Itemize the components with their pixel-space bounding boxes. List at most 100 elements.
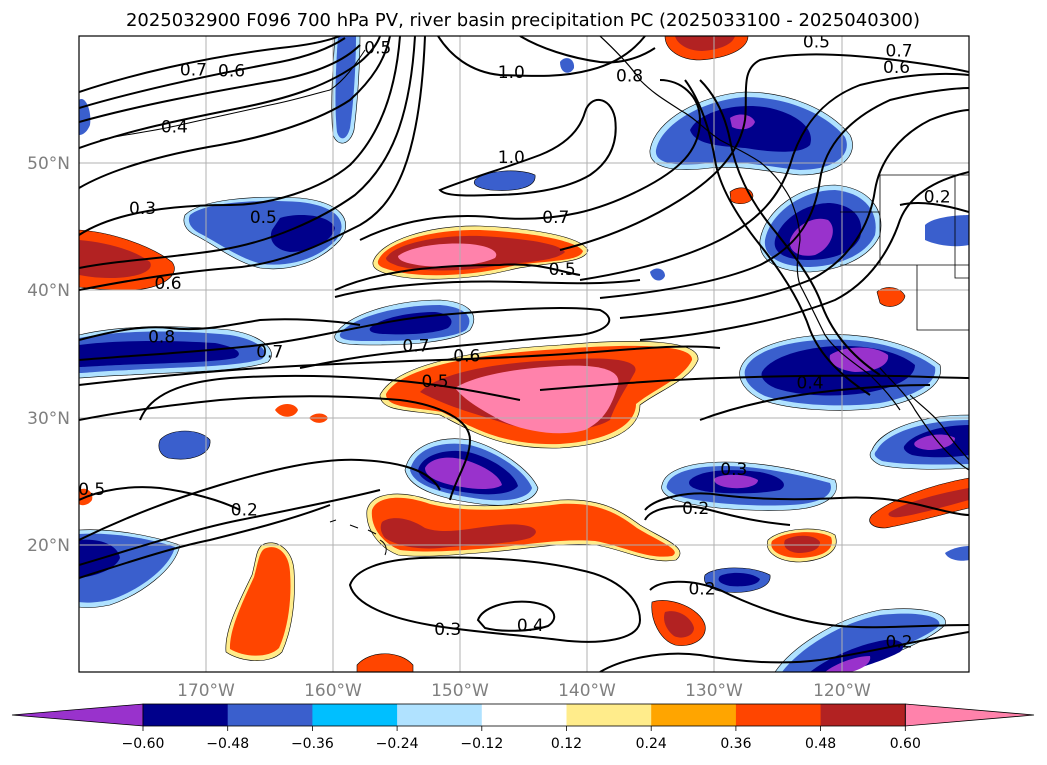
- contour-label: 0.2: [231, 500, 258, 520]
- pv-contour-0.7-west: [79, 36, 426, 291]
- pv-contour-0.8-north: [519, 36, 656, 64]
- colorbar-cell: [227, 704, 313, 726]
- state-borders: [840, 174, 969, 331]
- colorbar-tick-label: 0.60: [890, 736, 921, 752]
- colorbar-cell: [820, 704, 906, 726]
- colorbar-cells: [11, 703, 1035, 727]
- colorbar-extend-min: [11, 703, 144, 727]
- positive-anomaly-mid-north-core: [398, 243, 497, 267]
- lat-label-50n: 50°N: [27, 154, 70, 174]
- contour-label: 0.8: [616, 67, 643, 87]
- pv-contour-0.5-mid: [334, 263, 581, 291]
- contour-label: 0.7: [886, 41, 913, 61]
- negative-anomaly-southeast-core: [825, 656, 871, 672]
- pv-contour-0.2-west: [79, 458, 441, 541]
- contour-label: 0.5: [803, 32, 830, 52]
- contour-label: 0.5: [364, 39, 391, 59]
- contour-label: 0.2: [688, 579, 715, 599]
- negative-anomaly-blob-1: [473, 170, 536, 191]
- contour-label: 0.3: [129, 199, 156, 219]
- hawaii-islands: [329, 519, 387, 556]
- pv-contour-0.4-north: [79, 36, 381, 149]
- longitude-labels: 170°W 160°W 150°W 140°W 130°W 120°W: [177, 681, 871, 701]
- pv-contour-0.6-east: [579, 72, 969, 281]
- colorbar-tick-label: 0.36: [720, 736, 751, 752]
- negative-anomaly-bc-coast-core: [730, 114, 755, 130]
- negative-anomaly-subtropical-east-core: [714, 474, 758, 489]
- map-gridlines: [79, 36, 969, 672]
- colorbar-frame: [142, 703, 906, 727]
- pv-contour-1.0-coast: [699, 79, 881, 376]
- negative-anomaly-blob-2: [560, 58, 575, 73]
- pv-contour-0.3-southeast: [644, 492, 969, 516]
- pv-contour-0.5-north: [79, 44, 361, 123]
- pv-contour-0.5-southwest: [79, 486, 241, 511]
- lon-label-140w: 140°W: [558, 681, 616, 701]
- pv-contour-0.2-southeast: [649, 580, 969, 629]
- pv-contour-0.6-mid: [334, 279, 641, 298]
- contour-label: 0.4: [797, 373, 824, 393]
- colorbar-cell: [397, 704, 483, 726]
- colorbar-tick-label: 0.12: [551, 736, 582, 752]
- contour-label: 0.3: [434, 620, 461, 640]
- colorbar-extend-max: [904, 703, 1035, 727]
- pv-contour-0.4-south: [476, 600, 556, 632]
- contour-label: 0.7: [180, 60, 207, 80]
- pv-contour-0.7-mid: [359, 79, 702, 241]
- contour-label: 0.6: [883, 58, 910, 78]
- pv-contour-0.7-north: [79, 36, 341, 93]
- contour-label: 0.6: [154, 274, 181, 294]
- precipitation-anomaly-shading: [79, 36, 969, 672]
- pv-contours: [79, 36, 969, 672]
- lat-label-20n: 20°N: [27, 536, 70, 556]
- positive-anomaly-central-pacific-core: [455, 365, 619, 434]
- lon-label-130w: 130°W: [685, 681, 743, 701]
- mexico-west-coastline: [909, 394, 969, 461]
- positive-anomaly-far-east-red: [888, 488, 969, 518]
- lon-label-150w: 150°W: [431, 681, 489, 701]
- pv-contour-0.8-west: [79, 318, 361, 341]
- pv-contour-0.8-coast: [684, 79, 871, 396]
- colorbar-tick-label: −0.12: [460, 736, 503, 752]
- negative-anomaly-subtropical-west-core: [425, 457, 502, 490]
- lon-label-170w: 170°W: [177, 681, 235, 701]
- colorbar: −0.60 −0.48 −0.36 −0.24 −0.12 0.12 0.24 0.36 0.4…: [11, 703, 1035, 752]
- pv-contour-0.6-north: [79, 37, 346, 109]
- positive-anomaly-dot-2: [876, 287, 906, 307]
- negative-anomaly-blob-5-navy: [718, 572, 760, 587]
- pv-contour-0.5-west: [79, 36, 401, 236]
- negative-anomaly-southeast-blue: [782, 613, 940, 672]
- lat-label-30n: 30°N: [27, 409, 70, 429]
- pv-contour-0.3-east: [639, 171, 969, 341]
- pv-contour-0.4-band: [539, 374, 969, 391]
- pv-contour-0.2-southeast-2: [644, 505, 791, 526]
- pv-contour-0.5-east: [599, 87, 969, 299]
- contour-label: 0.7: [402, 336, 429, 356]
- negative-anomaly-blob-3: [650, 268, 665, 281]
- contour-label: 0.5: [250, 208, 277, 228]
- contour-label: 0.2: [886, 633, 913, 653]
- map-panel: 0.7 0.60.50.41.0 0.80.5 0.70.61.00.3 0.5 0.70…: [27, 32, 970, 701]
- colorbar-cell: [312, 704, 398, 726]
- positive-anomaly-subtropical-red: [380, 518, 536, 549]
- negative-anomaly-small-east-edge: [945, 546, 969, 561]
- contour-label: 0.6: [218, 62, 245, 82]
- pv-contour-0.3-south: [348, 556, 642, 643]
- negative-anomaly-mid-navy: [369, 312, 452, 335]
- positive-anomaly-top-red: [675, 36, 735, 51]
- colorbar-cell: [566, 704, 652, 726]
- lon-label-160w: 160°W: [304, 681, 362, 701]
- negative-anomaly-mexico-core: [914, 434, 955, 450]
- pv-contour-0.4-coast: [699, 384, 931, 421]
- pv-contour-labels: 0.7 0.60.50.41.0 0.80.5 0.70.61.00.3 0.5 0.70…: [79, 32, 951, 653]
- negative-anomaly-southeast-navy: [810, 639, 904, 672]
- pv-contour-0.6-west: [79, 36, 416, 269]
- latitude-labels: 50°N 40°N 30°N 20°N: [27, 154, 70, 556]
- pv-contour-0.2-mid: [79, 489, 381, 566]
- colorbar-tick-label: 0.24: [636, 736, 667, 752]
- pv-contour-0.7-band: [79, 306, 611, 369]
- positive-anomaly-west-red: [79, 240, 151, 278]
- negative-anomaly-east-edge: [925, 215, 969, 247]
- colorbar-cell: [481, 704, 567, 726]
- negative-anomaly-north-column-blue: [335, 36, 356, 139]
